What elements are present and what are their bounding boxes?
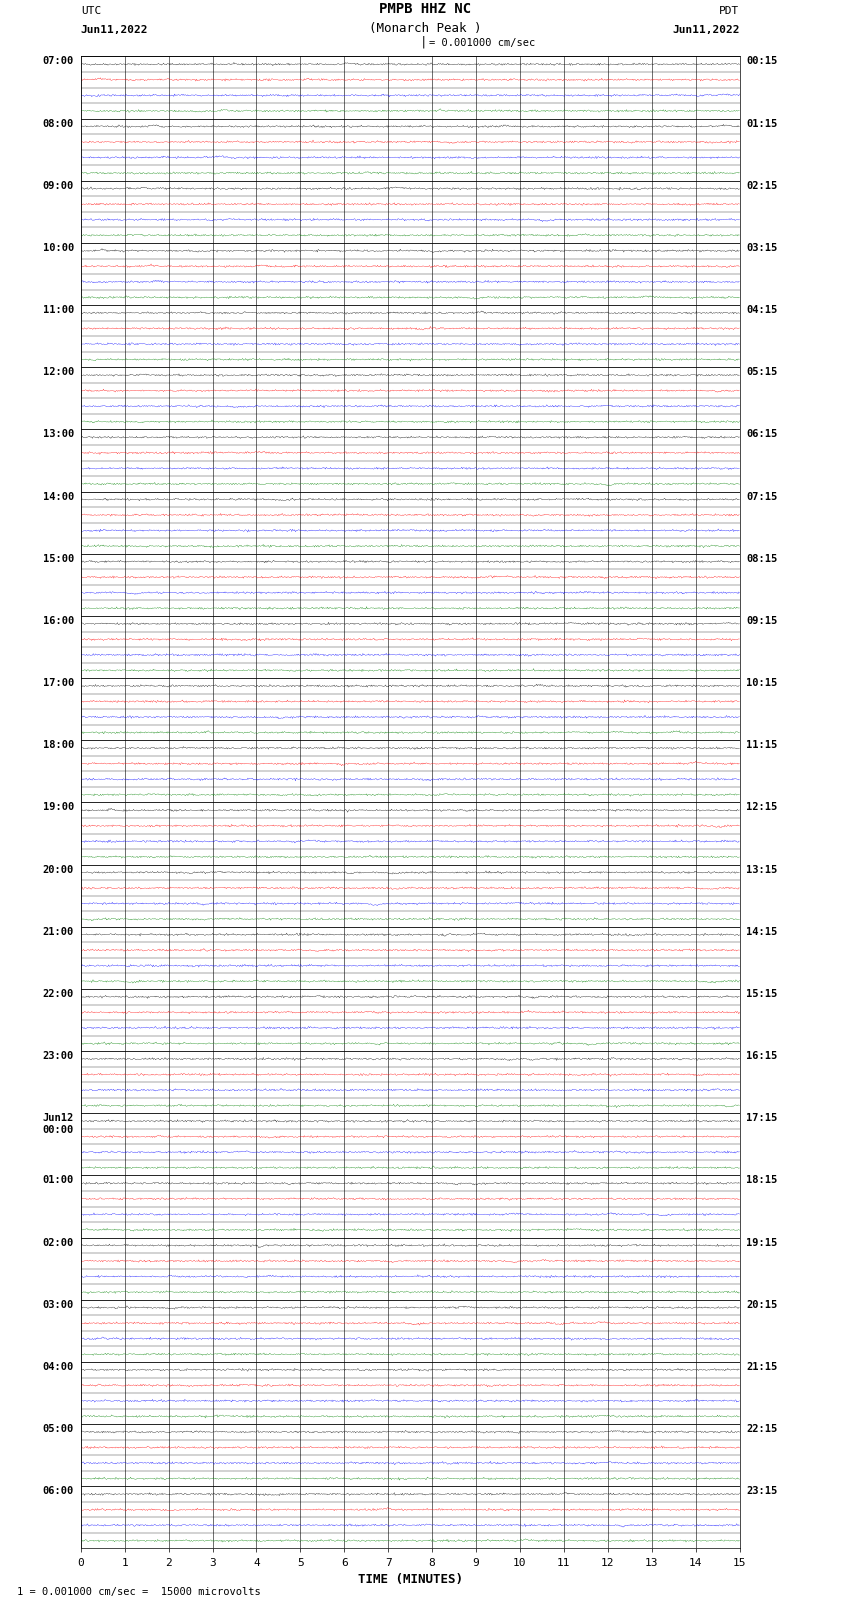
Text: 04:15: 04:15 (746, 305, 778, 315)
Text: 21:00: 21:00 (42, 927, 74, 937)
Text: 17:00: 17:00 (42, 677, 74, 689)
Text: 18:15: 18:15 (746, 1176, 778, 1186)
Text: 20:15: 20:15 (746, 1300, 778, 1310)
Text: 11:00: 11:00 (42, 305, 74, 315)
Text: 05:00: 05:00 (42, 1424, 74, 1434)
Text: 05:15: 05:15 (746, 368, 778, 377)
Text: 13:15: 13:15 (746, 865, 778, 874)
X-axis label: TIME (MINUTES): TIME (MINUTES) (358, 1573, 462, 1586)
Text: (Monarch Peak ): (Monarch Peak ) (369, 23, 481, 35)
Text: 19:00: 19:00 (42, 803, 74, 813)
Text: 08:00: 08:00 (42, 119, 74, 129)
Text: 20:00: 20:00 (42, 865, 74, 874)
Text: 23:15: 23:15 (746, 1486, 778, 1497)
Text: 03:00: 03:00 (42, 1300, 74, 1310)
Text: UTC: UTC (81, 6, 101, 16)
Text: 09:00: 09:00 (42, 181, 74, 190)
Text: 04:00: 04:00 (42, 1361, 74, 1373)
Text: 17:15: 17:15 (746, 1113, 778, 1123)
Text: 23:00: 23:00 (42, 1052, 74, 1061)
Text: 00:15: 00:15 (746, 56, 778, 66)
Text: 21:15: 21:15 (746, 1361, 778, 1373)
Text: 08:15: 08:15 (746, 553, 778, 565)
Text: 02:00: 02:00 (42, 1237, 74, 1247)
Text: 14:00: 14:00 (42, 492, 74, 502)
Text: 10:00: 10:00 (42, 244, 74, 253)
Text: 12:15: 12:15 (746, 803, 778, 813)
Text: 06:15: 06:15 (746, 429, 778, 439)
Text: 07:15: 07:15 (746, 492, 778, 502)
Text: 11:15: 11:15 (746, 740, 778, 750)
Text: 06:00: 06:00 (42, 1486, 74, 1497)
Text: 18:00: 18:00 (42, 740, 74, 750)
Text: 16:00: 16:00 (42, 616, 74, 626)
Text: 22:00: 22:00 (42, 989, 74, 998)
Text: 12:00: 12:00 (42, 368, 74, 377)
Text: 22:15: 22:15 (746, 1424, 778, 1434)
Text: Jun12
00:00: Jun12 00:00 (42, 1113, 74, 1136)
Text: 1 = 0.001000 cm/sec =  15000 microvolts: 1 = 0.001000 cm/sec = 15000 microvolts (17, 1587, 261, 1597)
Text: = 0.001000 cm/sec: = 0.001000 cm/sec (429, 39, 536, 48)
Text: PMPB HHZ NC: PMPB HHZ NC (379, 2, 471, 16)
Text: 07:00: 07:00 (42, 56, 74, 66)
Text: 15:00: 15:00 (42, 553, 74, 565)
Text: Jun11,2022: Jun11,2022 (672, 26, 740, 35)
Text: 03:15: 03:15 (746, 244, 778, 253)
Text: 09:15: 09:15 (746, 616, 778, 626)
Text: 01:15: 01:15 (746, 119, 778, 129)
Text: 13:00: 13:00 (42, 429, 74, 439)
Text: |: | (420, 35, 427, 48)
Text: PDT: PDT (719, 6, 740, 16)
Text: 16:15: 16:15 (746, 1052, 778, 1061)
Text: 15:15: 15:15 (746, 989, 778, 998)
Text: Jun11,2022: Jun11,2022 (81, 26, 148, 35)
Text: 14:15: 14:15 (746, 927, 778, 937)
Text: 01:00: 01:00 (42, 1176, 74, 1186)
Text: 02:15: 02:15 (746, 181, 778, 190)
Text: 19:15: 19:15 (746, 1237, 778, 1247)
Text: 10:15: 10:15 (746, 677, 778, 689)
